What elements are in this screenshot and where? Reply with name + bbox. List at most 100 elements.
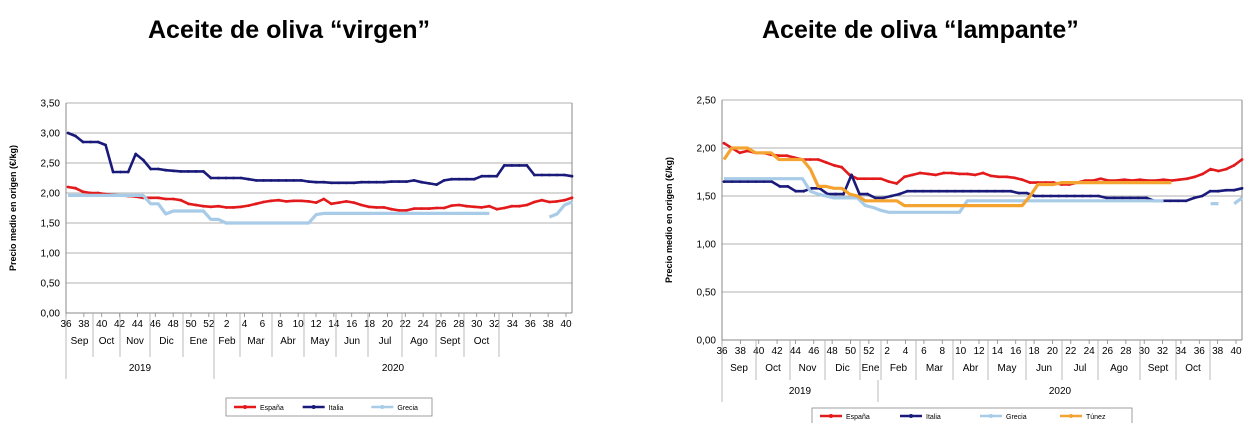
data-point-espana [307,200,311,203]
data-point-espana [382,206,386,209]
data-point-italia [985,189,989,193]
x-tick-label: 10 [293,319,305,330]
data-point-italia [149,167,153,171]
x-tick-label: 32 [1157,346,1169,357]
data-point-italia [239,176,243,180]
data-point-italia [993,189,997,193]
data-point-italia [858,192,861,196]
x-tick-label: 24 [1084,346,1096,357]
data-point-espana [777,154,781,158]
month-label: Sep [71,336,89,347]
x-tick-label: 16 [346,319,358,330]
data-point-espana [367,205,371,209]
data-point-espana [517,204,521,208]
data-point-italia [1184,199,1188,203]
series-line-grecia [68,193,490,225]
data-point-italia [929,189,933,193]
data-point-italia [382,180,386,184]
x-tick-label: 38 [1212,346,1224,357]
data-point-espana [277,198,281,202]
x-tick-label: 28 [1120,346,1132,357]
data-point-espana [450,204,454,208]
x-tick-label: 22 [1065,346,1077,357]
data-point-espana [89,191,92,195]
data-point-italia [563,173,566,177]
data-point-italia [1137,196,1140,200]
month-label: Dic [159,336,173,347]
legend-label: Italia [329,405,344,412]
data-point-italia [555,173,559,177]
data-point-espana [808,158,812,161]
data-point-espana [824,161,828,164]
data-point-espana [186,202,190,206]
data-point-italia [292,179,296,182]
month-label: Mar [247,336,265,347]
data-point-espana [375,206,378,209]
x-tick-label: 14 [992,346,1004,357]
data-point-italia [307,180,311,184]
data-point-espana [1177,178,1181,182]
y-tick-label: 3,00 [41,129,61,140]
data-point-italia [945,189,949,193]
y-tick-label: 1,00 [41,249,61,260]
data-point-italia [1168,199,1172,203]
x-tick-label: 38 [735,346,747,357]
data-point-espana [1005,175,1008,179]
month-label: Nov [126,336,144,347]
data-point-italia [96,140,100,144]
data-point-italia [209,176,213,180]
data-point-italia [247,177,250,181]
month-label: Jul [379,336,392,347]
data-point-espana [887,180,891,184]
data-point-italia [405,180,408,184]
month-label: Mar [926,363,944,374]
data-point-espana [1193,175,1197,179]
month-label: Sept [440,336,461,347]
data-point-espana [359,203,363,207]
data-point-espana [871,177,875,181]
x-tick-label: 12 [310,319,322,330]
legend-label: Grecia [1006,414,1027,421]
data-point-espana [390,207,393,211]
legend-marker [829,414,833,418]
data-point-espana [934,173,938,177]
data-point-espana [149,196,153,200]
data-point-italia [969,189,973,193]
y-tick-label: 1,00 [697,240,717,251]
y-tick-label: 2,50 [41,159,61,170]
data-point-espana [525,203,529,207]
data-point-espana [292,199,296,203]
data-point-espana [164,197,168,201]
data-point-italia [427,182,431,185]
data-point-espana [1217,169,1220,173]
data-point-italia [81,140,85,144]
data-point-espana [472,205,476,209]
data-point-italia [881,196,885,200]
data-point-espana [284,200,288,203]
month-label: Abr [280,336,296,347]
data-point-italia [232,176,235,180]
data-point-italia [953,189,957,193]
x-tick-label: 48 [168,319,180,330]
legend-label: Grecia [397,405,418,412]
data-point-italia [905,189,909,193]
data-point-italia [480,174,484,178]
data-point-italia [337,181,341,185]
y-tick-label: 0,00 [41,309,61,320]
data-point-espana [322,197,326,201]
x-tick-label: 28 [453,319,465,330]
data-point-italia [111,170,115,174]
data-point-italia [532,173,536,177]
data-point-italia [842,192,845,196]
data-point-espana [427,207,431,211]
data-point-espana [397,209,401,212]
data-point-italia [897,192,901,196]
x-tick-label: 2 [884,346,890,357]
data-point-espana [1028,181,1032,184]
data-point-italia [1129,196,1132,200]
data-point-italia [1113,196,1116,200]
data-point-espana [412,207,416,211]
data-point-espana [224,206,228,209]
x-tick-label: 42 [772,346,784,357]
